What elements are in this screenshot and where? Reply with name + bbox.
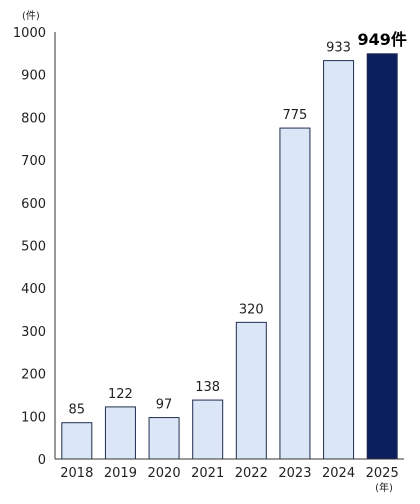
y-tick-label: 100	[21, 410, 46, 425]
y-tick-label: 900	[21, 69, 46, 84]
bar-2021	[192, 399, 224, 460]
x-axis-ticks: 2018 2019 2020 2021 2022 2023 2024 2025	[60, 466, 398, 481]
y-tick-label: 500	[21, 240, 46, 255]
y-tick-label: 1000	[13, 26, 46, 41]
x-tick-label: 2023	[278, 466, 311, 481]
y-tick-label: 300	[21, 325, 46, 340]
data-label-2024: 933	[326, 41, 351, 56]
data-label-2021: 138	[195, 380, 220, 395]
x-tick-label: 2018	[60, 466, 93, 481]
bar-2023	[279, 127, 311, 460]
bar-2020	[148, 417, 180, 460]
bars	[61, 53, 398, 460]
x-tick-label: 2020	[148, 466, 181, 481]
bar-2024	[323, 60, 355, 460]
x-tick-label: 2021	[191, 466, 224, 481]
bar-2019	[104, 406, 136, 460]
y-tick-label: 600	[21, 197, 46, 212]
bar-2018	[61, 422, 93, 460]
bar-2025	[366, 53, 398, 460]
x-tick-label: 2022	[235, 466, 268, 481]
y-tick-label: 0	[38, 453, 46, 468]
data-label-2023: 775	[283, 108, 308, 123]
data-label-2018: 85	[69, 403, 86, 418]
x-tick-label: 2024	[322, 466, 355, 481]
y-tick-label: 200	[21, 368, 46, 383]
y-axis-ticks: 0 100 200 300 400 500 600 700 800 900 1000	[13, 26, 46, 468]
data-labels: 85 122 97 138 320 775 933 949件	[69, 30, 407, 418]
bar-2022	[235, 321, 267, 460]
data-label-2019: 122	[108, 387, 133, 402]
y-tick-label: 800	[21, 111, 46, 126]
data-label-2022: 320	[239, 302, 264, 317]
y-axis-unit-label: (件)	[22, 10, 40, 22]
y-tick-label: 400	[21, 282, 46, 297]
x-axis-unit-label: (年)	[375, 481, 393, 494]
y-tick-label: 700	[21, 154, 46, 169]
x-tick-label: 2019	[104, 466, 137, 481]
data-label-2020: 97	[156, 398, 173, 413]
data-label-2025: 949件	[357, 30, 406, 49]
x-tick-label: 2025	[366, 466, 399, 481]
